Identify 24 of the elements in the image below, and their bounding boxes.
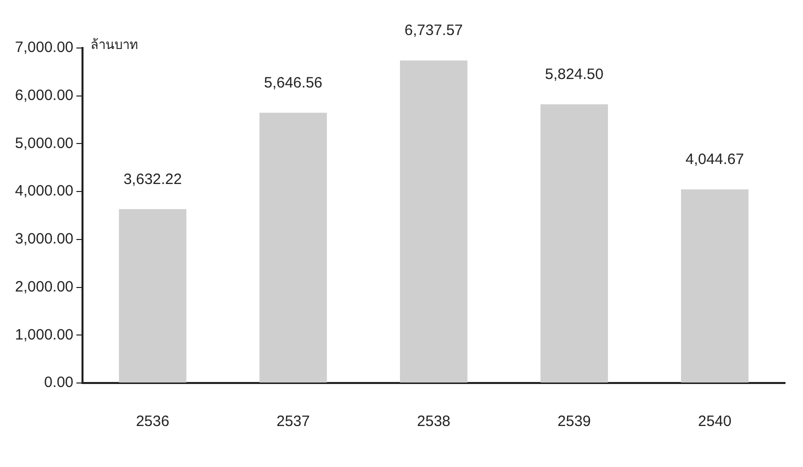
y-axis-title: ล้านบาท	[90, 37, 138, 52]
x-tick-label: 2539	[558, 413, 591, 430]
x-tick-label: 2538	[417, 413, 450, 430]
data-label: 3,632.22	[123, 170, 182, 188]
data-label: 6,737.57	[404, 22, 463, 40]
data-label: 5,646.56	[264, 74, 322, 92]
bar	[118, 209, 186, 382]
data-label: 5,824.50	[545, 66, 604, 83]
x-tick-label: 2536	[136, 413, 170, 430]
x-tick-label: 2540	[698, 413, 732, 430]
bar	[259, 112, 327, 382]
data-label: 4,044.67	[686, 151, 744, 168]
y-tick-label: 0.00	[44, 374, 74, 392]
bar	[540, 104, 608, 382]
x-tick-label: 2537	[276, 413, 310, 430]
bar	[400, 60, 468, 382]
y-tick-label: 3,000.00	[15, 230, 74, 248]
y-tick-label: 7,000.00	[15, 39, 74, 56]
bar	[681, 189, 748, 382]
y-tick-label: 6,000.00	[15, 87, 74, 104]
y-tick-label: 4,000.00	[15, 182, 74, 200]
y-tick-label: 1,000.00	[15, 326, 74, 344]
y-tick-label: 5,000.00	[15, 134, 74, 152]
y-tick-label: 2,000.00	[15, 278, 74, 296]
